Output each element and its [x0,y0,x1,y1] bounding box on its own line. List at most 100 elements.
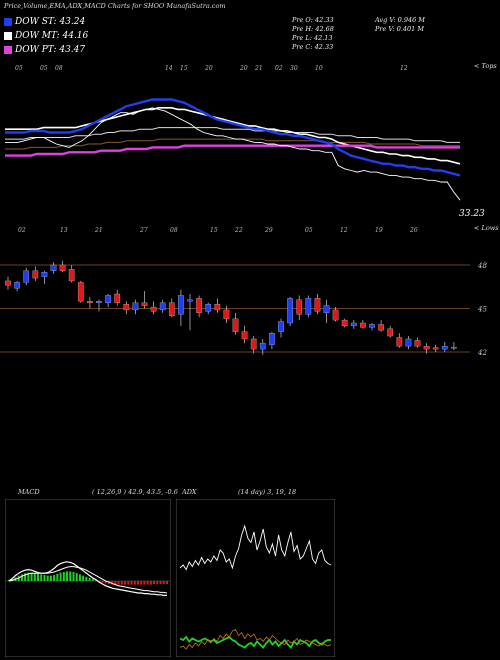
macd-hist-bar [85,576,88,581]
ema-top-date: 05 [15,65,23,72]
legend-swatch-st [4,18,12,26]
macd-hist-bar [91,579,94,581]
candle-body [241,331,248,340]
candle-body [441,346,448,350]
adx-minus-di-line [179,635,331,650]
stat-low: Pre L: 42.13 [292,34,333,42]
adx-frame [176,499,335,657]
candle-body [378,324,384,331]
candle-body [369,324,375,328]
candle-body [214,304,221,311]
ema-mt-line [5,106,461,165]
tops-label: < Tops [474,62,497,70]
ema-top-date: 21 [254,65,263,72]
candle-body [50,264,57,271]
ema-chart: 05 05 08 14 15 20 20 21 02 30 10 12 02 13 21 27 08 15 22 2… [5,65,461,234]
macd-hist-bar [78,574,81,581]
macd-hist-bar [72,572,75,581]
macd-hist-bar [24,573,27,581]
macd-hist-bar [20,574,23,581]
ema-top-date: 14 [165,65,173,72]
macd-hist-bar [146,581,149,585]
candle-body [105,295,111,303]
candle-body [96,301,102,303]
macd-hist-bar [127,581,130,585]
macd-panel [5,499,171,657]
candle-body [259,343,266,350]
ema-bottom-date: 08 [170,227,178,234]
macd-hist-bar [82,575,85,581]
candle-body [332,309,339,321]
ema-bottom-date: 26 [409,227,418,234]
macd-hist-bar [120,581,123,585]
candle-body [360,322,366,328]
ema-magenta-line [5,144,460,157]
macd-hist-bar [43,575,46,581]
ema-top-date: 10 [315,65,323,72]
macd-hist-bar [88,578,91,581]
ema-top-date: 12 [400,65,408,72]
candle-body [269,333,275,345]
candle-body [114,293,121,303]
ema-st-line [5,98,461,177]
ema-pt-line [5,127,460,143]
adx-line [179,628,332,650]
macd-hist-bar [159,581,162,584]
ema-bottom-dates: 02 13 21 27 08 15 22 29 05 12 19 26 [18,227,418,234]
macd-hist-bar [98,581,101,582]
candle-body [196,298,202,313]
macd-hist-bar [114,581,117,585]
candle-body [14,282,20,289]
ema-long-line [5,138,460,150]
macd-hist-bar [27,572,30,581]
macd-hist-bar [59,572,62,581]
lows-label: < Lows [474,224,499,232]
candle-body [232,318,239,332]
macd-hist-bar [153,581,156,584]
macd-hist-bar [111,581,114,585]
candle-body [250,338,257,350]
legend-dow-pt: DOW PT: 43.47 [4,45,85,55]
macd-hist-bar [62,572,65,581]
macd-hist-bar [11,578,14,581]
ema-top-date: 20 [239,65,248,72]
macd-hist-bar [66,571,69,581]
ema-top-date: 30 [290,65,298,72]
ema-bottom-date: 27 [139,227,148,234]
ema-top-date: 08 [55,65,63,72]
candle-body [323,305,330,313]
macd-hist-bar [162,581,165,584]
legend-swatch-mt [4,32,12,40]
macd-params: ( 12,26,9 ) 42.9, 43.5, -0.6 [92,488,178,496]
ema-bottom-date: 05 [305,227,313,234]
candle-body [178,295,184,315]
candle-body [341,319,348,327]
candle-body [305,298,312,315]
candle-body [314,298,321,312]
candle-body [87,301,93,303]
candle-body [68,269,75,282]
candle-body [287,298,293,324]
ema-top-date: 02 [275,65,283,72]
ema-top-dates: 05 05 08 14 15 20 20 21 02 30 10 12 [15,65,408,72]
candle-body [41,272,48,277]
legend-dow-st: DOW ST: 43.24 [4,17,85,27]
ema-lines [5,98,461,201]
macd-hist-bar [75,573,78,581]
macd-hist-bar [69,571,72,581]
macd-hist-bar [40,574,43,581]
candle-body [405,338,412,347]
macd-hist-bar [101,581,104,583]
macd-hist-bar [130,581,133,585]
price-line [5,107,461,201]
macd-hist-bar [117,581,120,585]
adx-label: ADX [182,488,197,496]
stat-high: Pre H: 42.68 [292,25,334,33]
candle-body [23,270,30,283]
candle-body [123,304,130,311]
macd-signal-line [8,566,168,594]
ema-bottom-date: 22 [234,227,243,234]
candles [5,260,457,355]
candle-body [168,302,175,316]
adx-series [179,524,332,650]
